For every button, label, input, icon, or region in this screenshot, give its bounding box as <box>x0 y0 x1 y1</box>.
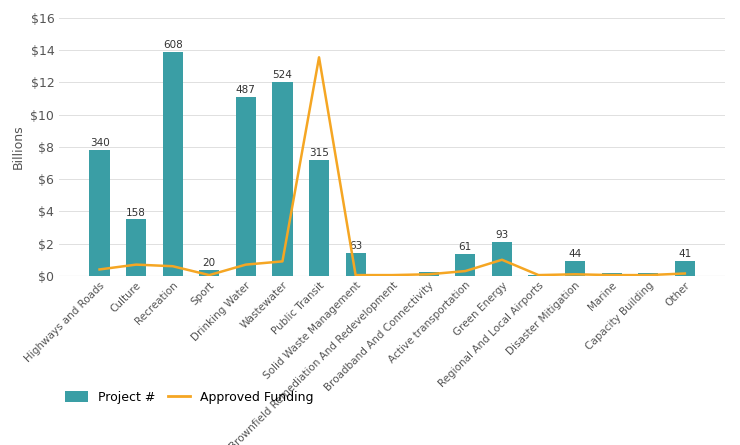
Bar <box>236 97 256 276</box>
Y-axis label: Billions: Billions <box>12 125 25 169</box>
Approved Funding <box>314 55 323 60</box>
Approved Funding <box>205 272 214 278</box>
Legend: Project #, Approved Funding: Project #, Approved Funding <box>65 391 314 404</box>
Bar <box>419 272 439 276</box>
Bar <box>163 52 183 276</box>
Approved Funding <box>95 267 104 272</box>
Text: 44: 44 <box>568 249 582 259</box>
Text: 41: 41 <box>679 249 691 259</box>
Text: 158: 158 <box>127 207 146 218</box>
Bar <box>309 160 329 276</box>
Bar <box>382 274 403 276</box>
Approved Funding <box>352 272 360 278</box>
Bar <box>126 219 147 276</box>
Approved Funding <box>132 262 141 267</box>
Approved Funding <box>168 263 177 269</box>
Approved Funding <box>644 272 653 278</box>
Line: Approved Funding: Approved Funding <box>100 57 684 275</box>
Bar <box>346 252 366 276</box>
Bar <box>602 273 622 276</box>
Bar <box>199 270 219 276</box>
Approved Funding <box>534 272 543 278</box>
Approved Funding <box>608 272 616 278</box>
Approved Funding <box>241 262 250 267</box>
Text: 20: 20 <box>203 258 216 268</box>
Text: 524: 524 <box>272 70 292 81</box>
Approved Funding <box>571 271 579 277</box>
Bar <box>528 275 548 276</box>
Approved Funding <box>424 271 433 277</box>
Approved Funding <box>461 268 470 274</box>
Approved Funding <box>278 259 287 264</box>
Approved Funding <box>680 271 689 276</box>
Bar <box>455 254 475 276</box>
Text: 608: 608 <box>163 40 183 50</box>
Bar <box>675 261 695 276</box>
Text: 63: 63 <box>349 241 363 251</box>
Text: 315: 315 <box>309 148 329 158</box>
Text: 487: 487 <box>236 85 256 95</box>
Text: 340: 340 <box>90 138 110 148</box>
Approved Funding <box>388 272 397 278</box>
Bar <box>638 273 659 276</box>
Approved Funding <box>497 257 506 263</box>
Text: 93: 93 <box>495 230 508 240</box>
Bar <box>272 82 292 276</box>
Bar <box>90 150 110 276</box>
Bar <box>492 242 512 276</box>
Bar <box>565 261 585 276</box>
Text: 61: 61 <box>459 242 472 252</box>
